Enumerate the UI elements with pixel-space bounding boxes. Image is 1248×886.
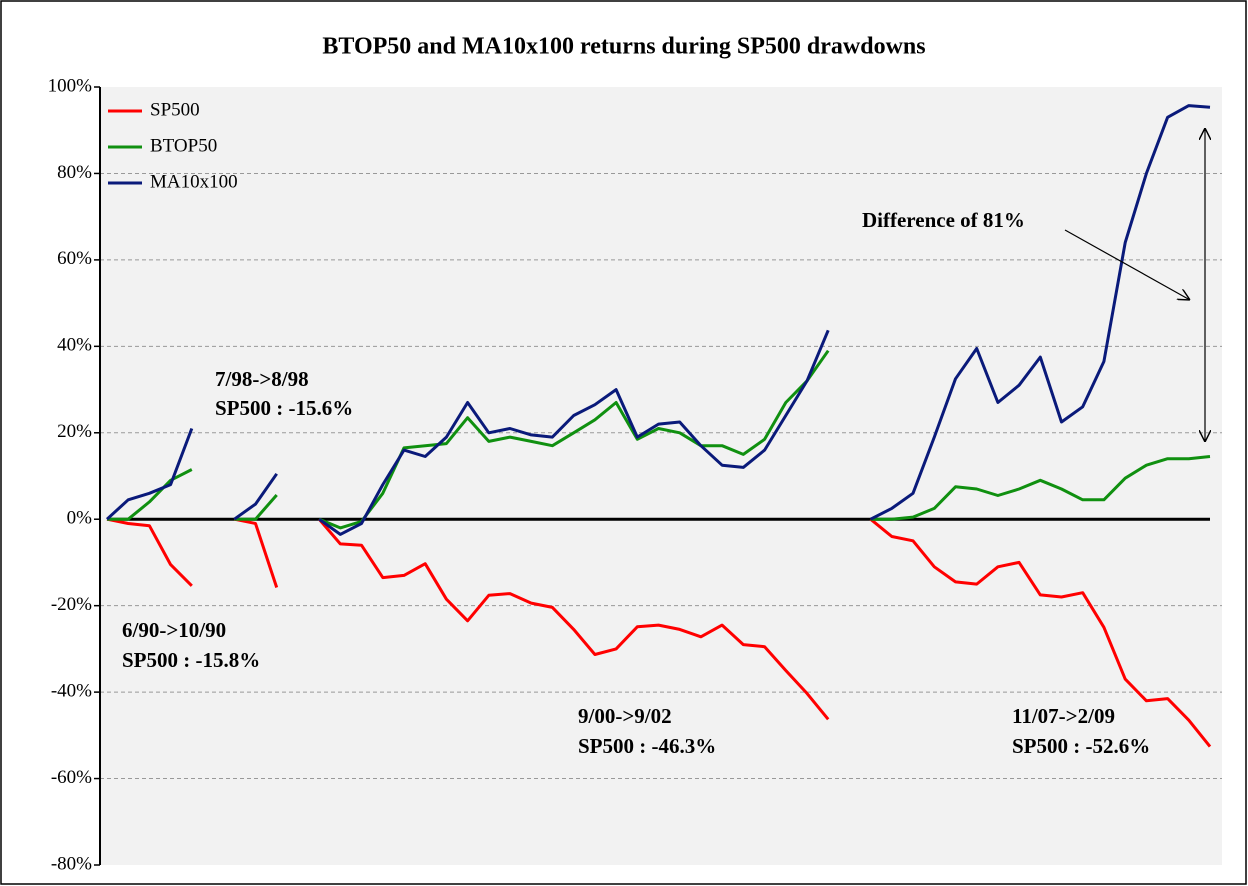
chart-title: BTOP50 and MA10x100 returns during SP500…: [322, 34, 925, 60]
series-line: [105, 104, 1211, 536]
y-tick-label: -20%: [51, 594, 92, 615]
annotation: Difference of 81%: [862, 208, 1025, 232]
annotation: 9/00->9/02: [578, 704, 672, 728]
annotation: SP500 : -15.8%: [122, 648, 260, 672]
y-tick-label: 20%: [57, 421, 92, 442]
annotation: SP500 : -52.6%: [1012, 734, 1150, 758]
annotation: SP500 : -15.6%: [215, 396, 353, 420]
annotation: SP500 : -46.3%: [578, 734, 716, 758]
y-tick-label: -40%: [51, 680, 92, 701]
annotation: 6/90->10/90: [122, 618, 226, 642]
y-tick-label: -80%: [51, 853, 92, 874]
legend-label: MA10x100: [150, 171, 238, 192]
y-tick-label: 60%: [57, 248, 92, 269]
annotation: 7/98->8/98: [215, 367, 309, 391]
annotation: 11/07->2/09: [1012, 704, 1115, 728]
legend-label: SP500: [150, 99, 200, 120]
series-line: [107, 349, 1211, 530]
annotation-arrow: [1064, 229, 1190, 300]
legend-label: BTOP50: [150, 135, 217, 156]
y-tick-label: -60%: [51, 767, 92, 788]
y-tick-label: 40%: [57, 335, 92, 356]
y-tick-label: 0%: [67, 508, 93, 529]
series-line: [106, 517, 1212, 748]
y-tick-label: 100%: [48, 75, 93, 96]
y-tick-label: 80%: [57, 162, 92, 183]
plot-area: [100, 87, 1222, 865]
